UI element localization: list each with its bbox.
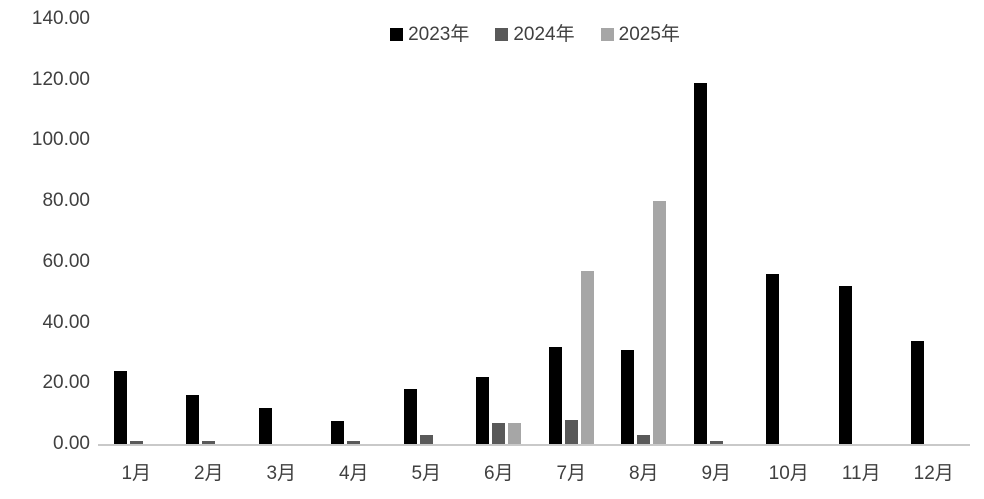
bar-2024年-1月 bbox=[129, 441, 143, 444]
legend-item-2023年: 2023年 bbox=[390, 25, 469, 44]
bar-2023年-7月 bbox=[548, 347, 562, 444]
bar-2024年-8月 bbox=[637, 435, 651, 444]
y-axis-tick-label: 120.00 bbox=[31, 68, 90, 90]
x-axis-label-9月: 9月 bbox=[701, 463, 732, 484]
bar-2023年-10月 bbox=[766, 274, 780, 444]
bar-group-11月 bbox=[825, 19, 898, 444]
bar-2024年-4月 bbox=[347, 441, 361, 444]
bar-2023年-2月 bbox=[186, 395, 200, 444]
legend-label: 2025年 bbox=[618, 23, 680, 45]
legend-item-2024年: 2024年 bbox=[495, 23, 575, 45]
x-axis-label-5月: 5月 bbox=[411, 463, 442, 484]
y-axis-tick-label: 60.00 bbox=[42, 250, 90, 272]
x-axis-label-7月: 7月 bbox=[556, 463, 587, 484]
x-axis-label-12月: 12月 bbox=[913, 463, 954, 484]
bar-group-6月 bbox=[463, 19, 536, 444]
bar-2025年-8月 bbox=[653, 201, 667, 444]
y-axis-tick-label: 40.00 bbox=[42, 311, 90, 333]
x-axis-label-3月: 3月 bbox=[266, 463, 297, 484]
y-axis-tick-label: 80.00 bbox=[42, 190, 90, 212]
x-axis-label-2月: 2月 bbox=[193, 463, 224, 484]
bar-group-2月 bbox=[173, 19, 246, 444]
bar-2024年-7月 bbox=[564, 420, 578, 444]
legend-swatch-icon bbox=[390, 27, 404, 41]
legend-item-2025年: 2025年 bbox=[600, 23, 680, 45]
y-axis-tick-label: 100.00 bbox=[31, 129, 90, 151]
bar-group-1月 bbox=[100, 19, 173, 444]
y-axis-tick-label: 20.00 bbox=[42, 372, 90, 394]
bar-group-7月 bbox=[535, 19, 608, 444]
bar-2025年-7月 bbox=[580, 271, 594, 444]
x-axis-label-10月: 10月 bbox=[768, 463, 809, 484]
x-axis-label-4月: 4月 bbox=[338, 463, 369, 484]
x-axis-label-1月: 1月 bbox=[121, 463, 152, 484]
bar-group-5月 bbox=[390, 19, 463, 444]
bar-2024年-2月 bbox=[202, 441, 216, 444]
x-axis-label-6月: 6月 bbox=[483, 463, 514, 484]
bar-2023年-9月 bbox=[693, 83, 707, 444]
x-axis-label-8月: 8月 bbox=[628, 463, 659, 484]
legend-label: 2024年 bbox=[513, 23, 575, 45]
plot-area bbox=[100, 19, 970, 444]
bar-group-3月 bbox=[245, 19, 318, 444]
bar-2023年-1月 bbox=[113, 371, 127, 444]
bar-group-8月 bbox=[608, 19, 681, 444]
bar-2023年-3月 bbox=[258, 408, 272, 444]
bar-2023年-12月 bbox=[911, 341, 925, 444]
legend-label: 2023年 bbox=[408, 23, 470, 45]
bar-2024年-6月 bbox=[492, 423, 506, 444]
bar-group-12月 bbox=[898, 19, 971, 444]
bar-2023年-4月 bbox=[331, 421, 345, 444]
legend: 2023年 2024年 2025年 bbox=[100, 21, 970, 47]
legend-swatch-icon bbox=[495, 27, 509, 41]
y-axis-tick-label: 140.00 bbox=[31, 8, 90, 29]
bar-2023年-5月 bbox=[403, 389, 417, 444]
bar-group-9月 bbox=[680, 19, 753, 444]
x-axis-line bbox=[98, 444, 970, 446]
y-axis-tick-label: 0.00 bbox=[53, 433, 90, 454]
x-axis: 1月 2月 3月 4月 5月 6月 7月 8月 9月 10月 11月 12月 bbox=[100, 459, 970, 489]
y-axis: 0.00 20.00 40.00 60.00 80.00 100.00 120.00 140.… bbox=[0, 0, 92, 499]
bar-groups bbox=[100, 19, 970, 444]
bar-2023年-11月 bbox=[838, 286, 852, 444]
bar-group-4月 bbox=[318, 19, 391, 444]
bar-2023年-6月 bbox=[476, 377, 490, 444]
legend-swatch-icon bbox=[600, 27, 614, 41]
bar-2024年-9月 bbox=[709, 441, 723, 444]
bar-group-10月 bbox=[753, 19, 826, 444]
bar-2025年-6月 bbox=[508, 423, 522, 444]
x-axis-label-11月: 11月 bbox=[841, 463, 881, 484]
bar-2024年-5月 bbox=[419, 435, 433, 444]
bar-2023年-8月 bbox=[621, 350, 635, 444]
